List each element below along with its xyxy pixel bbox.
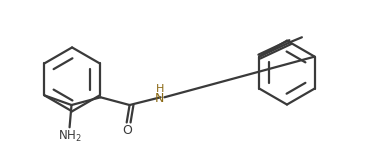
Text: N: N: [155, 92, 164, 105]
Text: NH$_2$: NH$_2$: [58, 129, 82, 144]
Text: O: O: [123, 124, 133, 137]
Text: H: H: [155, 84, 164, 94]
